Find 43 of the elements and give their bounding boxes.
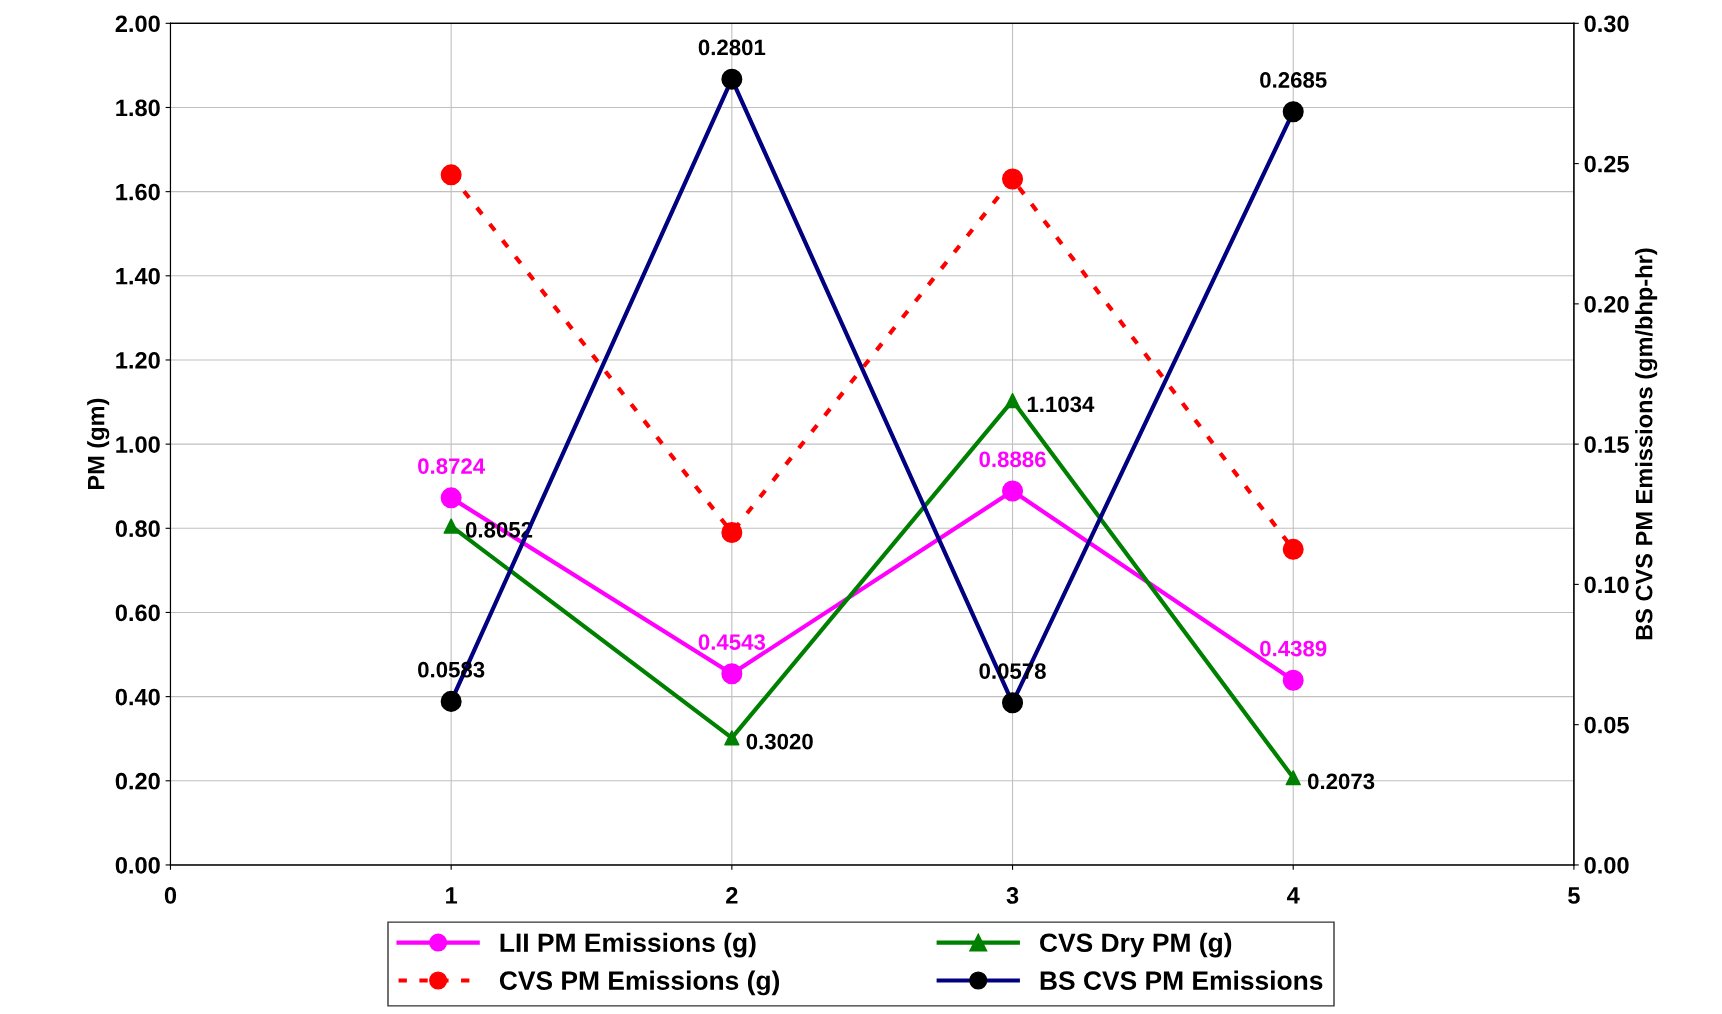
y-tick-label: 0.00 [115, 857, 160, 874]
point [1004, 392, 1021, 409]
y2-tick-label: 0.00 [1584, 857, 1629, 874]
data-label: 0.4543 [698, 634, 766, 650]
data-label: 0.3020 [746, 733, 813, 750]
y2-tick-label: 0.25 [1584, 155, 1629, 173]
x-tick-label: 4 [1287, 887, 1300, 904]
point [1285, 770, 1301, 786]
x-tick-label: 3 [1006, 887, 1019, 904]
point [443, 518, 459, 534]
data-label: 0.8886 [979, 451, 1046, 468]
y2-tick-label: 0.15 [1584, 436, 1629, 453]
x-tick-label: 5 [1568, 887, 1580, 904]
x-tick-label: 2 [726, 887, 738, 904]
y-tick-label: 0.60 [115, 604, 160, 622]
data-label: 1.1034 [1027, 396, 1095, 413]
y-tick-label: 1.20 [116, 352, 160, 369]
data-label: 0.2801 [698, 39, 766, 56]
legend-label: CVS Dry PM (g) [1040, 932, 1232, 958]
x-tick-label: 0 [164, 887, 177, 904]
legend-label: CVS PM Emissions (g) [499, 970, 780, 996]
y-tick-label: 0.40 [115, 688, 160, 706]
data-label: 0.2073 [1307, 773, 1375, 790]
y-tick-label: 1.00 [116, 436, 160, 453]
y2-axis-title: BS CVS PM Emissions (gm/bhp-hr) [1635, 248, 1658, 640]
y-tick-label: 2.00 [115, 15, 160, 33]
y-tick-label: 1.80 [116, 99, 160, 117]
y2-tick-label: 0.20 [1584, 295, 1629, 313]
y-tick-label: 0.80 [115, 520, 160, 538]
y-tick-label: 1.40 [116, 267, 160, 285]
y-axis-title: PM (gm) [87, 398, 110, 490]
legend-label: LII PM Emissions (g) [500, 932, 756, 958]
data-label: 0.8724 [418, 458, 486, 474]
y2-tick-label: 0.30 [1584, 15, 1629, 33]
legend-label: BS CVS PM Emissions [1040, 970, 1323, 990]
x-tick-label: 1 [446, 887, 458, 904]
point [724, 730, 740, 746]
y2-tick-label: 0.10 [1584, 576, 1629, 594]
y-tick-label: 1.60 [116, 183, 160, 201]
y-tick-label: 0.20 [115, 772, 160, 790]
y2-tick-label: 0.05 [1584, 716, 1629, 734]
data-label: 0.4389 [1260, 640, 1327, 657]
data-label: 0.2685 [1260, 72, 1327, 88]
